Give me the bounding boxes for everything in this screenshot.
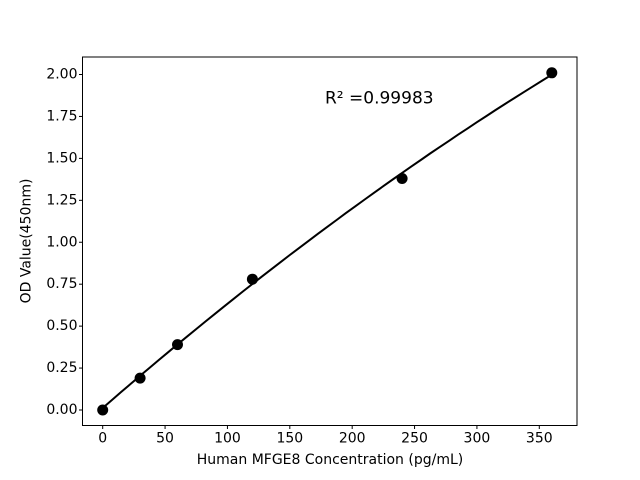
- y-axis-label: OD Value(450nm): [19, 179, 35, 304]
- r-squared-annotation: R² =0.99983: [325, 89, 434, 109]
- data-point: [97, 404, 109, 416]
- y-tick-label: 2.00: [46, 67, 77, 83]
- data-point: [172, 339, 183, 351]
- data-point: [546, 67, 558, 79]
- data-point: [246, 273, 258, 285]
- x-tick-label: 50: [156, 431, 174, 447]
- plot-area: [82, 56, 578, 426]
- y-tick-label: 0.50: [46, 318, 77, 334]
- y-tick-label: 0.75: [46, 276, 77, 292]
- x-tick-label: 300: [464, 431, 491, 447]
- x-tick-label: 350: [526, 431, 553, 447]
- y-tick-label: 1.25: [46, 192, 77, 208]
- x-tick-label: 250: [401, 431, 428, 447]
- y-tick-label: 0.25: [46, 360, 77, 376]
- y-tick-label: 1.50: [46, 150, 77, 166]
- x-tick-label: 0: [98, 431, 107, 447]
- y-axis-ticks: 0.00 0.25 0.50 0.75 1.00 1.25 1.50 1.75 2.00: [46, 67, 83, 418]
- x-axis-ticks: 0 50 100 150 200 250 300 350: [98, 425, 553, 447]
- y-tick-label: 1.00: [46, 234, 77, 250]
- x-tick-label: 200: [339, 431, 366, 447]
- data-points: [97, 67, 558, 416]
- y-tick-label: 0.00: [46, 402, 77, 418]
- y-tick-label: 1.75: [46, 108, 77, 124]
- x-tick-label: 150: [276, 431, 303, 447]
- x-tick-label: 100: [214, 431, 241, 447]
- data-point: [134, 372, 146, 384]
- data-point: [396, 173, 408, 184]
- x-axis-label: Human MFGE8 Concentration (pg/mL): [197, 452, 463, 468]
